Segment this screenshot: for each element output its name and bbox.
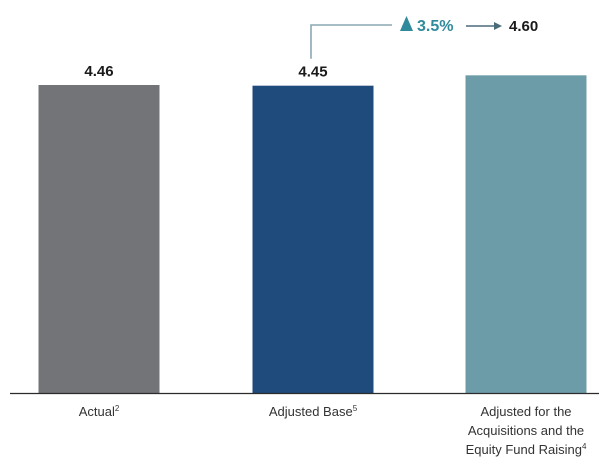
category-label-line: Actual2 bbox=[79, 404, 120, 419]
category-label-line: Adjusted Base5 bbox=[269, 404, 358, 419]
category-label-line: Acquisitions and the bbox=[468, 423, 584, 438]
category-label-line: Adjusted for the bbox=[480, 404, 571, 419]
change-percent: 3.5% bbox=[417, 18, 453, 35]
target-value-label: 4.60 bbox=[509, 18, 538, 35]
bar-2 bbox=[252, 85, 374, 393]
data-label-2: 4.45 bbox=[298, 64, 327, 81]
footnote-sup: 2 bbox=[115, 404, 120, 413]
footnote-sup: 5 bbox=[353, 404, 358, 413]
change-annotation: 3.5% 4.60 bbox=[310, 16, 538, 59]
category-label-1: Actual2 bbox=[79, 404, 120, 419]
bar-1 bbox=[38, 85, 160, 393]
category-label-3: Adjusted for the Acquisitions and the Equi… bbox=[466, 404, 587, 457]
arrow-right-icon bbox=[494, 22, 502, 30]
footnote-sup: 4 bbox=[582, 442, 587, 451]
data-label-1: 4.46 bbox=[84, 63, 113, 80]
category-label-2: Adjusted Base5 bbox=[269, 404, 358, 419]
category-label-line: Equity Fund Raising4 bbox=[466, 442, 587, 457]
bracket-line bbox=[310, 24, 392, 59]
triangle-up-icon bbox=[400, 16, 413, 31]
bar-3 bbox=[465, 75, 587, 393]
